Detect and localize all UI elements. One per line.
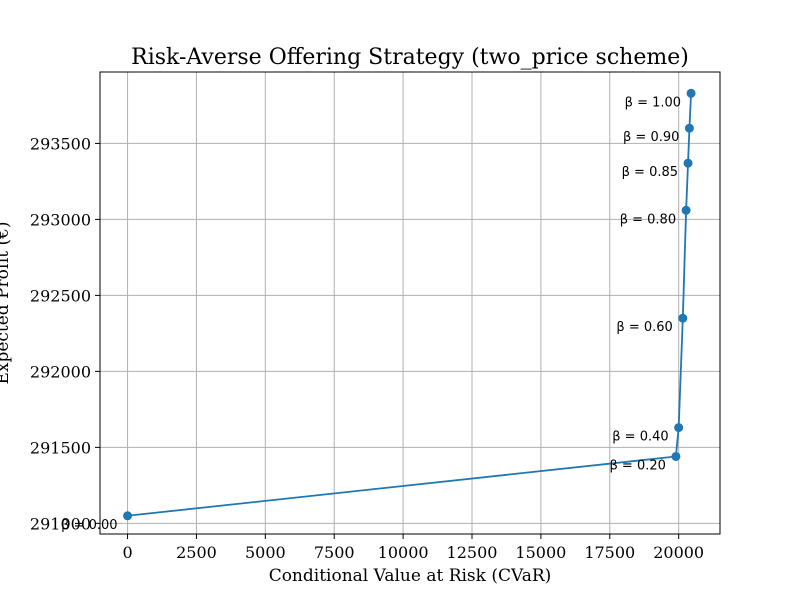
- x-tick-label: 5000: [245, 543, 286, 562]
- point-label: β = 0.60: [616, 320, 672, 335]
- point-label-layer: β = 0.00 β = 0.20 β = 0.40 β = 0.60 β = 0.80…: [61, 95, 681, 532]
- y-tick-label: 292500: [30, 286, 91, 305]
- chart-title: Risk-Averse Offering Strategy (two_price…: [131, 45, 689, 70]
- data-point: [123, 511, 133, 521]
- data-point: [681, 205, 691, 215]
- y-tick-label: 292000: [30, 362, 91, 381]
- plot-frame: [99, 71, 721, 535]
- y-tick-label: 291500: [30, 438, 91, 457]
- x-tick-label: 12500: [447, 543, 498, 562]
- x-tick-label: 2500: [176, 543, 217, 562]
- point-label: β = 0.85: [622, 165, 678, 180]
- data-point: [671, 451, 681, 461]
- y-tick-label: 293000: [30, 210, 91, 229]
- x-tick-label: 7500: [314, 543, 355, 562]
- tick-layer: 0 2500 5000 7500 10000 12500 15000 17500 20000 29…: [30, 134, 704, 562]
- x-tick-label: 15000: [515, 543, 566, 562]
- x-tick-label: 20000: [653, 543, 704, 562]
- grid-layer: [100, 72, 720, 534]
- data-point: [678, 313, 688, 323]
- point-label: β = 0.00: [61, 518, 117, 533]
- point-label: β = 0.80: [620, 212, 676, 227]
- data-point: [674, 423, 684, 433]
- data-point: [686, 88, 696, 98]
- x-tick-label: 17500: [584, 543, 635, 562]
- x-tick-label: 10000: [378, 543, 429, 562]
- point-label: β = 0.20: [610, 458, 666, 473]
- data-point: [684, 123, 694, 133]
- point-label: β = 1.00: [625, 95, 681, 110]
- x-tick-label: 0: [122, 543, 132, 562]
- y-axis-label: Expected Profit (€): [0, 221, 13, 384]
- x-axis-label: Conditional Value at Risk (CVaR): [269, 566, 552, 586]
- y-tick-label: 293500: [30, 134, 91, 153]
- data-point: [683, 158, 693, 168]
- point-label: β = 0.90: [623, 130, 679, 145]
- series-line: [127, 93, 692, 517]
- point-label: β = 0.40: [612, 430, 668, 445]
- y-tick-label: 291000: [30, 514, 91, 533]
- series-layer: [123, 88, 696, 521]
